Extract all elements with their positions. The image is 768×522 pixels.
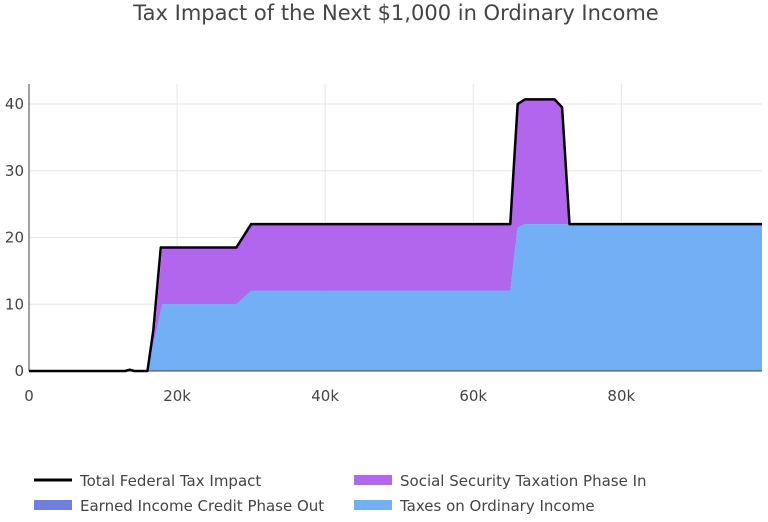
legend: Total Federal Tax Impact Social Security … [34, 472, 647, 515]
legend-swatch-fill [354, 475, 392, 485]
legend-swatch-fill [34, 500, 72, 510]
y-tick-label: 30 [5, 162, 24, 180]
x-tick-label: 80k [607, 387, 635, 405]
legend-label: Earned Income Credit Phase Out [80, 497, 324, 515]
chart-title: Tax Impact of the Next $1,000 in Ordinar… [132, 1, 658, 25]
x-tick-label: 60k [459, 387, 487, 405]
area-social-security-taxation-phase-in [29, 99, 762, 371]
plot-lines [29, 98, 762, 373]
area-taxes-on-ordinary-income [29, 224, 762, 371]
y-tick-label: 40 [5, 95, 24, 113]
axes [28, 84, 762, 372]
x-tick-label: 40k [311, 387, 339, 405]
x-tick-label: 20k [163, 387, 191, 405]
x-tick-label: 0 [24, 387, 34, 405]
legend-label: Taxes on Ordinary Income [399, 497, 595, 515]
plot-areas [29, 99, 762, 372]
line-total-federal-tax-impact [29, 98, 762, 373]
legend-label: Total Federal Tax Impact [79, 472, 261, 490]
tick-labels: 0 10 20 30 40 0 20k 40k 60k 80k [5, 95, 636, 405]
y-tick-label: 20 [5, 229, 24, 247]
y-tick-label: 10 [5, 295, 24, 313]
y-tick-label: 0 [14, 362, 24, 380]
legend-label: Social Security Taxation Phase In [400, 472, 647, 490]
legend-swatch-fill [354, 500, 392, 510]
